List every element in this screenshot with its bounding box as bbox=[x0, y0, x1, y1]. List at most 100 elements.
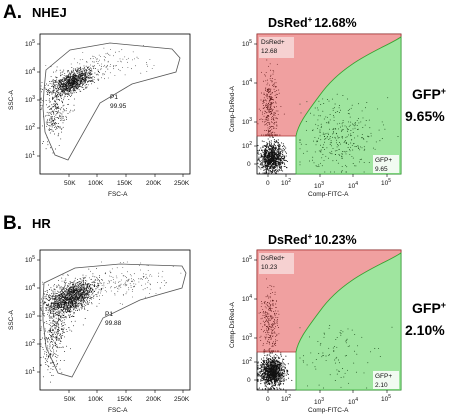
event-dot bbox=[268, 89, 270, 91]
event-dot bbox=[81, 297, 83, 299]
event-dot bbox=[282, 143, 284, 145]
event-dot bbox=[64, 78, 66, 79]
event-dot bbox=[89, 297, 91, 299]
event-dot bbox=[69, 281, 71, 283]
event-dot bbox=[61, 117, 63, 119]
event-dot bbox=[72, 316, 74, 317]
event-dot bbox=[48, 115, 50, 116]
event-dot bbox=[64, 92, 66, 94]
event-dot bbox=[54, 109, 56, 111]
event-dot bbox=[76, 78, 78, 80]
event-dot bbox=[60, 294, 62, 296]
event-dot bbox=[114, 293, 116, 295]
event-dot bbox=[74, 72, 75, 74]
event-dot bbox=[269, 97, 271, 99]
event-dot bbox=[87, 81, 89, 83]
event-dot bbox=[88, 69, 90, 71]
event-dot bbox=[62, 117, 64, 119]
event-dot bbox=[46, 114, 48, 116]
event-dot bbox=[73, 313, 75, 315]
event-dot bbox=[271, 163, 273, 166]
event-dot bbox=[77, 300, 79, 302]
event-dot bbox=[125, 280, 127, 282]
event-dot bbox=[80, 71, 82, 72]
event-dot bbox=[329, 137, 331, 139]
event-dot bbox=[50, 328, 52, 330]
event-dot bbox=[86, 61, 87, 63]
event-dot bbox=[66, 299, 68, 301]
event-dot bbox=[57, 135, 59, 137]
event-dot bbox=[269, 104, 271, 106]
event-dot bbox=[57, 117, 58, 119]
event-dot bbox=[109, 280, 110, 282]
event-dot bbox=[265, 105, 266, 107]
event-dot bbox=[68, 283, 70, 285]
event-dot bbox=[347, 113, 349, 114]
event-dot bbox=[104, 287, 106, 288]
event-dot bbox=[73, 297, 74, 299]
event-dot bbox=[52, 106, 54, 107]
event-dot bbox=[73, 306, 75, 307]
event-dot bbox=[67, 80, 69, 82]
event-dot bbox=[56, 321, 58, 323]
event-dot bbox=[86, 294, 88, 296]
event-dot bbox=[41, 300, 43, 302]
event-dot bbox=[279, 163, 281, 165]
event-dot bbox=[48, 357, 50, 359]
event-dot bbox=[267, 97, 269, 99]
event-dot bbox=[77, 279, 78, 281]
event-dot bbox=[53, 110, 55, 112]
event-dot bbox=[70, 84, 72, 86]
event-dot bbox=[270, 74, 272, 76]
event-dot bbox=[352, 163, 354, 164]
event-dot bbox=[282, 170, 284, 172]
event-dot bbox=[71, 302, 73, 304]
event-dot bbox=[64, 89, 66, 91]
event-dot bbox=[267, 161, 269, 163]
event-dot bbox=[260, 157, 262, 159]
event-dot bbox=[79, 299, 81, 301]
event-dot bbox=[53, 293, 55, 295]
event-dot bbox=[93, 281, 95, 283]
event-dot bbox=[357, 145, 359, 147]
event-dot bbox=[71, 79, 73, 81]
event-dot bbox=[51, 303, 52, 305]
event-dot bbox=[324, 138, 326, 140]
event-dot bbox=[361, 110, 363, 112]
panel-a: A. NHEJ P1 99.95 105 104 103 102 101 bbox=[3, 2, 446, 198]
event-dot bbox=[50, 362, 52, 364]
event-dot bbox=[69, 298, 71, 300]
event-dot bbox=[69, 310, 71, 312]
event-dot bbox=[55, 103, 57, 105]
event-dot bbox=[266, 119, 268, 120]
event-dot bbox=[52, 329, 54, 331]
event-dot bbox=[326, 136, 328, 137]
event-dot bbox=[59, 333, 61, 335]
event-dot bbox=[275, 121, 277, 123]
event-dot bbox=[45, 88, 47, 90]
event-dot bbox=[69, 81, 71, 83]
event-dot bbox=[76, 67, 78, 69]
event-dot bbox=[277, 152, 279, 154]
event-dot bbox=[277, 113, 279, 115]
event-dot bbox=[77, 290, 79, 292]
event-dot bbox=[267, 169, 269, 171]
event-dot bbox=[270, 140, 272, 142]
event-dot bbox=[357, 135, 359, 137]
event-dot bbox=[338, 149, 340, 151]
event-dot bbox=[267, 104, 269, 106]
event-dot bbox=[85, 86, 87, 88]
event-dot bbox=[73, 302, 75, 304]
event-dot bbox=[274, 132, 276, 134]
event-dot bbox=[269, 93, 271, 95]
event-dot bbox=[262, 146, 264, 149]
event-dot bbox=[63, 79, 65, 81]
event-dot bbox=[270, 162, 272, 164]
event-dot bbox=[345, 143, 347, 144]
event-dot bbox=[55, 106, 57, 108]
event-dot bbox=[325, 122, 327, 124]
event-dot bbox=[89, 286, 91, 288]
event-dot bbox=[65, 85, 67, 87]
event-dot bbox=[54, 96, 56, 98]
event-dot bbox=[66, 119, 68, 121]
